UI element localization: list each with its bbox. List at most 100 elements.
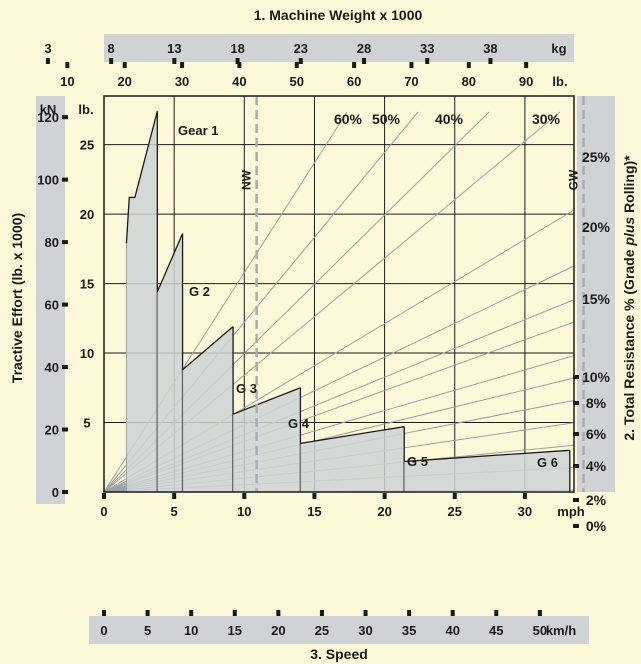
resistance-tick [573,432,579,436]
kmh-tick-label: 35 [402,623,416,638]
kg-tick-label: 18 [230,41,244,56]
gear-label: G 2 [189,284,210,299]
mph-tick-label: 30 [518,504,532,519]
kmh-tick-label: 15 [228,623,242,638]
kg-tick [298,58,303,64]
resistance-tick [573,401,579,405]
kg-unit: kg [551,41,566,56]
lb-weight-tick [352,62,357,68]
kg-tick-label: 3 [44,41,51,56]
gear-area [300,426,405,492]
kg-tick [362,58,367,64]
mph-tick [522,493,527,499]
kn-tick [62,240,68,245]
gear-label: G 6 [537,455,558,470]
kmh-tick-label: 30 [358,623,372,638]
gear-area [157,233,183,492]
gear-label: G 5 [407,454,428,469]
lb-weight-tick [122,62,127,68]
kmh-tick [407,610,412,616]
kg-tick-label: 8 [108,41,115,56]
kn-tick [62,365,68,370]
kmh-tick-label: 20 [271,623,285,638]
gear-curve [404,449,570,463]
lb-weight-tick [294,62,299,68]
kn-band [36,96,65,504]
kg-tick [425,58,430,64]
kmh-tick [537,610,542,616]
gear-curve [156,233,184,293]
lb-weight-tick [466,62,471,68]
resistance-tick [573,375,579,379]
kn-tick-label: 20 [45,423,59,438]
kmh-tick [450,610,455,616]
kmh-tick [232,610,237,616]
resistance-tick [573,498,579,502]
gear-area [404,450,570,492]
kmh-tick [494,610,499,616]
lb-weight-unit: lb. [552,74,567,89]
lb-weight-tick-label: 30 [175,74,189,89]
mph-tick [312,493,317,499]
lb-force-tick-label: 25 [80,138,94,153]
speed-kmh-band-body [89,616,589,644]
kmh-tick-label: 40 [445,623,459,638]
lb-weight-tick-label: 20 [117,74,131,89]
kmh-tick [102,610,106,616]
reference-label: GW [567,169,581,190]
lb-force-tick-label: 10 [80,346,94,361]
lb-weight-tick-label: 70 [404,74,418,89]
resistance-tick [573,464,579,468]
kn-tick-label: 120 [37,110,59,125]
kmh-tick [319,610,324,616]
mph-tick [382,493,387,499]
kg-tick-label: 38 [483,41,497,56]
mph-tick-label: 15 [307,504,321,519]
kg-tick-label: 13 [167,41,181,56]
mph-tick-label: 25 [448,504,462,519]
mph-tick [452,493,457,499]
gear-curve [232,387,301,415]
kn-tick-label: 60 [45,298,59,313]
left-title: Tractive Effort (lb. x 1000) [9,213,25,383]
kg-tick [109,58,114,64]
resistance-label: 4% [586,458,607,474]
kmh-tick [189,610,194,616]
resistance-label-top: 60% [334,111,363,127]
top-title: 1. Machine Weight x 1000 [254,7,423,23]
mph-tick-label: 20 [377,504,391,519]
kg-tick [172,58,177,64]
mph-tick-label: 0 [100,504,107,519]
lb-weight-tick [65,62,70,68]
resistance-label: 25% [582,149,611,165]
resistance-tick [573,524,579,528]
resistance-label: 8% [586,395,607,411]
lb-weight-tick [180,62,185,68]
mph-unit: mph [557,504,585,519]
lb-force-tick-label: 5 [83,416,90,431]
reference-lines [255,96,585,492]
lb-weight-tick-label: 90 [519,74,533,89]
resistance-label-top: 30% [532,111,561,127]
right-title: 2. Total Resistance % (Grade plus Rollin… [621,155,637,441]
resistance-label: 10% [582,369,611,385]
kn-tick-label: 40 [45,360,59,375]
resistance-label: 20% [582,219,611,235]
resistance-label-top: 40% [435,111,464,127]
gear-area [233,387,301,492]
kmh-tick [145,610,150,616]
kg-tick-label: 28 [357,41,371,56]
kn-unit: kN [40,102,57,117]
weight-kg-band [104,34,574,62]
gear-area [182,326,234,492]
resistance-label: 15% [582,291,611,307]
kg-tick [488,58,493,64]
resistance-label: 2% [586,492,607,508]
lb-weight-tick [409,62,414,68]
kn-tick [62,302,68,307]
kn-tick-label: 0 [52,485,59,500]
mph-tick-label: 10 [237,504,251,519]
kmh-tick-label: 50 [533,623,547,638]
gear-curve [125,111,158,244]
